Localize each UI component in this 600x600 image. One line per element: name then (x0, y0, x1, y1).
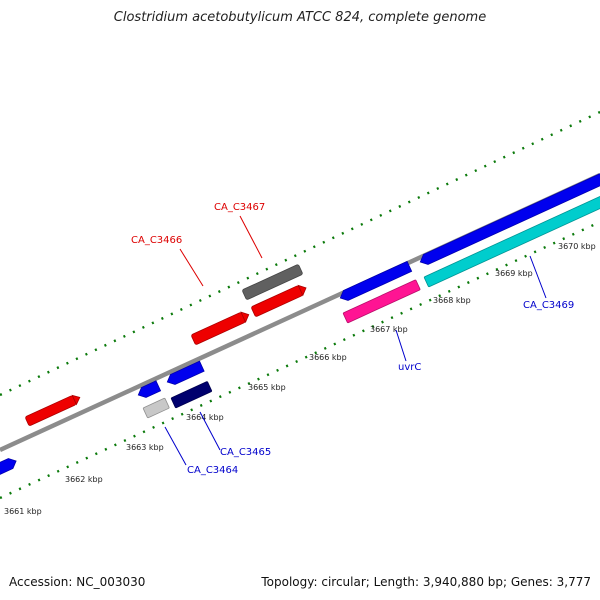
gene-label-ca-c3464[interactable]: CA_C3464 (187, 465, 238, 476)
scale-label: 3667 kbp (370, 325, 408, 334)
scale-label: 3669 kbp (495, 269, 533, 278)
scale-label: 3670 kbp (558, 242, 596, 251)
scale-label: 3662 kbp (65, 475, 103, 484)
scale-label: 3663 kbp (126, 443, 164, 452)
scale-label: 3668 kbp (433, 296, 471, 305)
gene-arrow-uvrc[interactable] (342, 279, 421, 324)
scale-label: 3664 kbp (186, 413, 224, 422)
gene-label-ca-c3465[interactable]: CA_C3465 (220, 447, 271, 458)
scale-labels: 3661 kbp 3662 kbp 3663 kbp 3664 kbp 3665… (4, 242, 596, 516)
scale-label: 3661 kbp (4, 507, 42, 516)
gene-arrow-ca-c3467[interactable] (251, 283, 308, 317)
label-leader-lines (164, 215, 547, 466)
gene-arrow-ca-c3464[interactable] (142, 397, 170, 419)
gene-arrow[interactable] (242, 264, 303, 300)
gene-labels: CA_C3466 CA_C3467 CA_C3464 CA_C3465 uvrC… (131, 202, 574, 476)
genome-stats-text: Topology: circular; Length: 3,940,880 bp… (261, 575, 591, 589)
gene-arrow[interactable] (25, 393, 82, 426)
gene-arrow-ca-c3466[interactable] (191, 310, 251, 345)
map-title: Clostridium acetobutylicum ATCC 824, com… (113, 10, 487, 25)
gene-label-ca-c3466[interactable]: CA_C3466 (131, 235, 182, 246)
gene-arrow[interactable] (136, 380, 162, 400)
scale-label: 3665 kbp (248, 383, 286, 392)
scale-label: 3666 kbp (309, 353, 347, 362)
gene-label-uvrc[interactable]: uvrC (398, 362, 421, 373)
gene-arrow[interactable] (338, 260, 413, 303)
gene-label-ca-c3469[interactable]: CA_C3469 (523, 300, 574, 311)
gene-arrow-ca-c3465[interactable] (170, 381, 213, 409)
inner-tick-ruler (0, 220, 600, 500)
gene-arrow[interactable] (418, 171, 600, 267)
accession-text: Accession: NC_003030 (9, 575, 146, 589)
gene-arrow[interactable] (0, 456, 18, 477)
gene-arrow-ca-c3469[interactable] (423, 193, 600, 288)
gene-arrow[interactable] (165, 360, 205, 387)
outer-tick-ruler (0, 110, 600, 397)
gene-features (0, 171, 600, 477)
gene-label-ca-c3467[interactable]: CA_C3467 (214, 202, 265, 213)
